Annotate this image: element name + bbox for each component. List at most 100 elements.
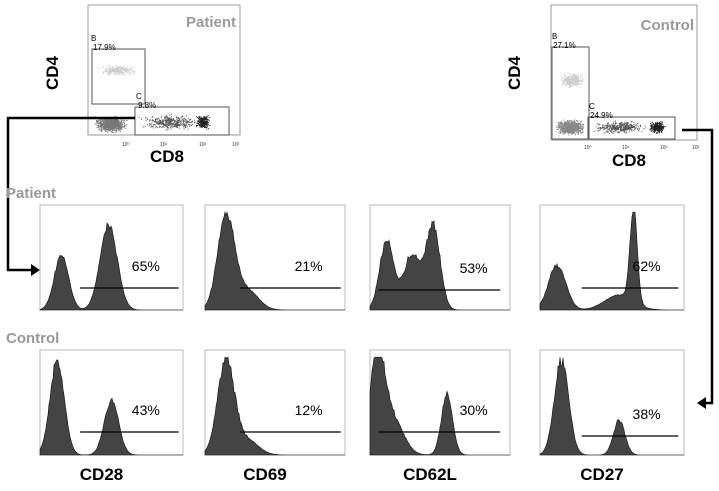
event-dot (572, 133, 574, 135)
event-dot (124, 74, 126, 76)
event-dot (178, 123, 180, 125)
tick: 10² (660, 145, 668, 151)
percent-label: 21% (295, 258, 323, 274)
event-dot (152, 124, 154, 126)
event-dot (164, 123, 166, 125)
event-dot (131, 71, 133, 73)
event-dot (203, 124, 205, 126)
event-dot (563, 124, 565, 126)
event-dot (649, 128, 651, 130)
event-dot (576, 128, 578, 130)
event-dot (171, 113, 173, 115)
event-dot (602, 127, 604, 129)
event-dot (121, 69, 123, 71)
event-dot (163, 119, 165, 121)
event-dot (575, 121, 577, 123)
event-dot (116, 73, 118, 75)
event-dot (606, 127, 608, 129)
event-dot (572, 74, 574, 76)
histogram-cd27 (539, 211, 684, 311)
event-dot (100, 126, 102, 128)
event-dot (166, 120, 168, 122)
event-dot (208, 119, 210, 121)
event-dot (568, 127, 570, 129)
event-dot (566, 123, 568, 125)
event-dot (115, 72, 117, 74)
event-dot (199, 124, 201, 126)
event-dot (570, 81, 572, 83)
event-dot (129, 71, 131, 73)
event-dot (165, 121, 167, 123)
event-dot (628, 125, 630, 127)
event-dot (159, 119, 161, 121)
event-dot (614, 125, 616, 127)
event-dot (652, 131, 654, 133)
event-dot (187, 120, 189, 122)
event-dot (652, 129, 654, 131)
event-dot (103, 124, 105, 126)
event-dot (113, 121, 115, 123)
event-dot (654, 124, 656, 126)
event-dot (112, 67, 114, 69)
event-dot (563, 127, 565, 129)
event-dot (661, 132, 663, 134)
event-dot (638, 128, 640, 130)
event-dot (111, 71, 113, 73)
event-dot (112, 126, 114, 128)
event-dot (183, 119, 185, 121)
marker-label: CD69 (243, 465, 286, 484)
event-dot (657, 124, 659, 126)
event-dot (563, 125, 565, 127)
event-dot (163, 121, 165, 123)
event-dot (621, 125, 623, 127)
event-dot (114, 123, 116, 125)
event-dot (204, 127, 206, 129)
control-arrow (682, 128, 714, 405)
event-dot (568, 72, 570, 74)
event-dot (108, 69, 110, 71)
event-dot (102, 125, 104, 127)
event-dot (640, 125, 642, 127)
event-dot (121, 120, 123, 122)
event-dot (660, 122, 662, 124)
event-dot (652, 128, 654, 130)
event-dot (561, 125, 563, 127)
event-dot (564, 127, 566, 129)
event-dot (630, 125, 632, 127)
event-dot (620, 126, 622, 128)
event-dot (630, 127, 632, 129)
event-dot (573, 75, 575, 77)
event-dot (103, 126, 105, 128)
event-dot (205, 117, 207, 119)
event-dot (580, 125, 582, 127)
event-dot (608, 128, 610, 130)
event-dot (115, 127, 117, 129)
event-dot (576, 82, 578, 84)
event-dot (569, 119, 571, 121)
event-dot (121, 126, 123, 128)
event-dot (121, 67, 123, 69)
event-dot (569, 76, 571, 78)
event-dot (575, 80, 577, 82)
event-dot (571, 128, 573, 130)
event-dot (146, 118, 148, 120)
event-dot (114, 125, 116, 127)
event-dot (651, 129, 653, 131)
event-dot (621, 128, 623, 130)
event-dot (100, 119, 102, 121)
event-dot (572, 130, 574, 132)
event-dot (107, 70, 109, 72)
event-dot (166, 121, 168, 123)
event-dot (657, 125, 659, 127)
event-dot (118, 130, 120, 132)
event-dot (618, 131, 620, 133)
event-dot (660, 131, 662, 133)
event-dot (109, 72, 111, 74)
event-dot (576, 127, 578, 129)
event-dot (166, 124, 168, 126)
event-dot (105, 125, 107, 127)
event-dot (161, 123, 163, 125)
event-dot (566, 78, 568, 80)
event-dot (102, 65, 104, 67)
event-dot (561, 123, 563, 125)
